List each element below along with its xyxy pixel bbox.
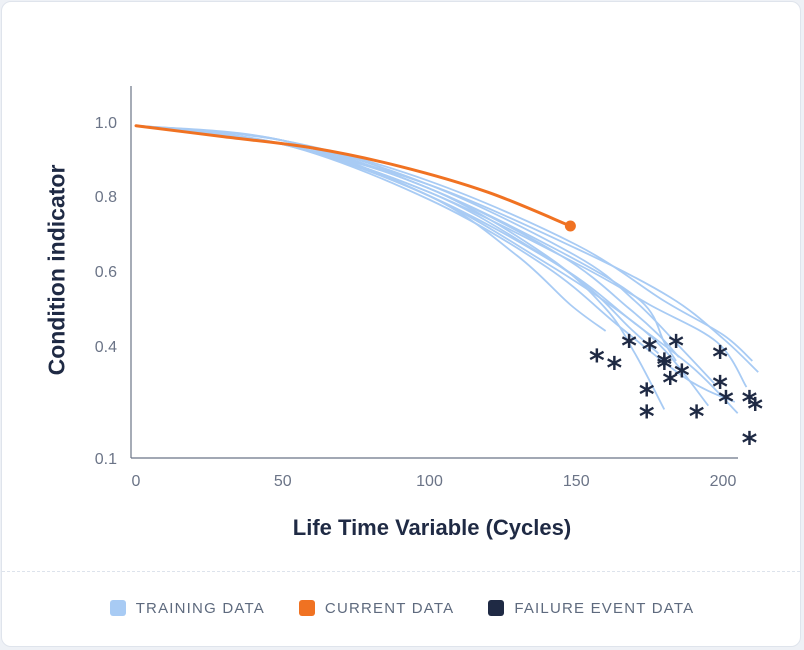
failure-event-marker: * xyxy=(642,333,658,368)
training-series-line xyxy=(135,124,680,358)
y-tick-label: 0.8 xyxy=(95,189,117,206)
training-series-line xyxy=(135,124,607,332)
training-series-line xyxy=(135,124,677,362)
current-series-line xyxy=(134,124,572,228)
legend-label-failure: FAILURE EVENT DATA xyxy=(514,599,695,617)
failure-event-marker: * xyxy=(742,385,758,420)
legend-swatch-current xyxy=(298,600,315,616)
failure-event-marker: * xyxy=(689,400,705,435)
failure-event-marker: * xyxy=(668,329,684,364)
legend-swatch-failure xyxy=(488,600,505,616)
failure-event-marker: * xyxy=(747,393,763,428)
y-tick-label: 0.4 xyxy=(95,339,117,356)
legend-item-current: CURRENT DATA xyxy=(298,599,455,617)
current-series-endpoint xyxy=(564,220,576,232)
x-tick-label: 150 xyxy=(563,473,590,490)
current-series-group xyxy=(134,124,576,232)
training-series-line xyxy=(135,124,759,373)
failure-event-marker: * xyxy=(718,385,734,420)
failure-event-marker: * xyxy=(742,426,758,461)
failure-event-marker: * xyxy=(607,352,623,387)
failure-event-marker: * xyxy=(621,329,637,364)
failure-event-marker: * xyxy=(712,340,728,375)
y-tick-label: 0.1 xyxy=(95,451,117,468)
legend-item-training: TRAINING DATA xyxy=(109,599,265,617)
x-tick-label: 0 xyxy=(132,473,141,490)
failure-event-group: * ************** *** xyxy=(589,329,763,461)
failure-event-marker: * xyxy=(639,378,655,413)
failure-event-marker: * xyxy=(662,367,678,402)
chart-axes xyxy=(130,86,738,459)
x-tick-label: 100 xyxy=(416,473,443,490)
legend-swatch-training xyxy=(109,600,126,616)
legend-divider xyxy=(2,571,800,572)
y-axis-label: Condition indicator xyxy=(43,164,70,376)
chart-legend: TRAINING DATA CURRENT DATA FAILURE EVENT… xyxy=(0,595,804,621)
x-tick-label: 50 xyxy=(274,473,292,490)
failure-event-marker: * xyxy=(674,359,690,394)
training-series-line xyxy=(135,124,739,414)
failure-event-marker: * xyxy=(656,348,672,383)
y-tick-label: 0.6 xyxy=(95,264,117,281)
x-axis-label: Life Time Variable (Cycles) xyxy=(292,515,572,540)
training-series-line xyxy=(135,124,660,355)
failure-event-marker: * xyxy=(656,352,672,387)
failure-event-marker: * xyxy=(639,400,655,435)
legend-label-training: TRAINING DATA xyxy=(135,599,265,617)
failure-event-marker: * xyxy=(712,370,728,405)
y-tick-label: 1.0 xyxy=(95,115,117,132)
legend-label-current: CURRENT DATA xyxy=(324,599,455,617)
x-tick-label: 200 xyxy=(710,473,737,490)
tick-labels: 0 50 100 150 200 0.1 0.4 0.6 0.8 1.0 xyxy=(95,115,737,490)
legend-item-failure: FAILURE EVENT DATA xyxy=(488,600,694,617)
failure-event-marker: * xyxy=(589,344,605,379)
